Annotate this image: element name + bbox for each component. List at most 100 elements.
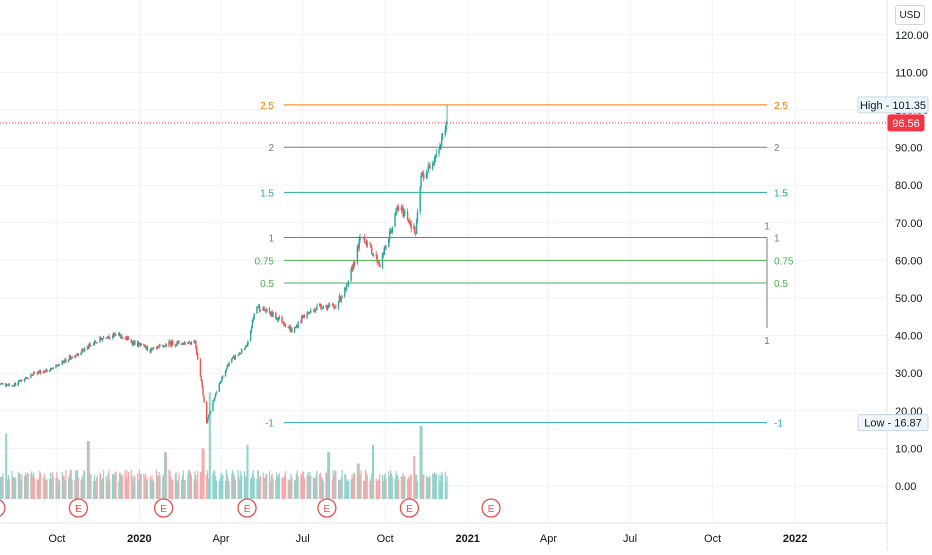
candle-body bbox=[131, 339, 132, 342]
candle-body bbox=[71, 358, 72, 359]
candle-body bbox=[300, 322, 301, 323]
candle-body bbox=[384, 247, 385, 254]
volume-bar bbox=[291, 477, 292, 499]
volume-bar bbox=[9, 478, 10, 499]
candle-body bbox=[392, 227, 393, 232]
candle-body bbox=[250, 331, 251, 341]
candle-body bbox=[184, 342, 185, 344]
candle-body bbox=[175, 345, 176, 346]
high-label: High - 101.35 bbox=[860, 100, 926, 112]
candle-body bbox=[438, 150, 439, 154]
fib-level-label-left: -1 bbox=[265, 419, 274, 430]
volume-bar bbox=[285, 471, 286, 499]
candle-body bbox=[159, 346, 160, 347]
candle-body bbox=[34, 372, 35, 373]
candle-body bbox=[404, 212, 405, 213]
candle-body bbox=[225, 371, 226, 377]
candle-body bbox=[201, 381, 202, 387]
volume-bar bbox=[216, 481, 217, 499]
candle-body bbox=[441, 138, 442, 145]
candle-body bbox=[49, 370, 50, 371]
volume-tick-label: 0.00 bbox=[895, 481, 916, 493]
earnings-icon-label: E bbox=[160, 504, 167, 515]
x-tick-label: 2021 bbox=[455, 533, 479, 545]
volume-bar bbox=[46, 480, 47, 499]
volume-bar bbox=[316, 470, 317, 499]
volume-bar bbox=[335, 471, 336, 499]
candle-body bbox=[191, 342, 192, 344]
y-tick-label: 110.00 bbox=[895, 67, 928, 79]
candle-body bbox=[147, 347, 148, 350]
volume-bar bbox=[385, 479, 386, 499]
y-tick-label: 40.00 bbox=[895, 331, 923, 343]
candle-body bbox=[285, 325, 286, 326]
x-tick-label: Oct bbox=[48, 533, 65, 545]
candle-body bbox=[373, 254, 374, 255]
candle-body bbox=[80, 353, 81, 355]
candle-body bbox=[442, 135, 443, 138]
volume-bar bbox=[115, 472, 116, 499]
candle-body bbox=[207, 419, 208, 423]
volume-bar bbox=[84, 471, 85, 499]
volume-bar bbox=[272, 479, 273, 499]
candle-body bbox=[112, 337, 113, 338]
candle-body bbox=[420, 177, 421, 188]
candle-body bbox=[209, 414, 210, 415]
candle-body bbox=[414, 227, 415, 234]
candle-body bbox=[212, 401, 213, 411]
y-tick-label: 80.00 bbox=[895, 180, 923, 192]
candle-body bbox=[228, 362, 229, 366]
candle-body bbox=[9, 384, 10, 385]
candle-body bbox=[139, 343, 140, 344]
y-tick-label: 60.00 bbox=[895, 255, 923, 267]
candle-body bbox=[201, 376, 202, 380]
candle-body bbox=[327, 306, 328, 309]
volume-bar bbox=[72, 480, 73, 499]
volume-bar bbox=[65, 470, 66, 499]
candle-body bbox=[328, 306, 329, 307]
candle-body bbox=[213, 400, 214, 401]
fib-level-label-right: 0.5 bbox=[774, 279, 788, 290]
fib-level-label-left: 1.5 bbox=[260, 188, 274, 199]
volume-bar bbox=[166, 452, 167, 499]
candle-body bbox=[56, 365, 57, 366]
volume-bar bbox=[191, 475, 192, 499]
candle-body bbox=[15, 383, 16, 385]
candle-body bbox=[281, 317, 282, 322]
volume-bar bbox=[304, 478, 305, 499]
candle-body bbox=[216, 392, 217, 394]
candle-body bbox=[215, 394, 216, 398]
candle-body bbox=[370, 244, 371, 247]
volume-bar bbox=[97, 475, 98, 499]
candle-body bbox=[294, 328, 295, 332]
x-tick-label: Oct bbox=[377, 533, 394, 545]
candle-body bbox=[376, 256, 377, 263]
candle-body bbox=[246, 345, 247, 347]
volume-bar bbox=[203, 449, 204, 500]
volume-bar bbox=[159, 475, 160, 499]
candle-body bbox=[346, 285, 347, 289]
candle-body bbox=[344, 288, 345, 296]
x-tick-label: Jul bbox=[296, 533, 310, 545]
candle-body bbox=[279, 317, 280, 319]
candle-body bbox=[291, 328, 292, 332]
currency-label[interactable]: USD bbox=[895, 5, 925, 25]
candle-body bbox=[309, 312, 310, 313]
candle-body bbox=[297, 322, 298, 328]
candle-body bbox=[434, 158, 435, 162]
volume-bar bbox=[109, 479, 110, 499]
volume-bar bbox=[411, 475, 412, 499]
candle-body bbox=[417, 212, 418, 221]
candle-body bbox=[409, 221, 410, 222]
candle-body bbox=[358, 240, 359, 249]
x-tick-label: 2020 bbox=[127, 533, 151, 545]
candle-body bbox=[245, 346, 246, 347]
candle-body bbox=[84, 349, 85, 351]
candle-body bbox=[78, 354, 79, 355]
volume-bar bbox=[398, 479, 399, 499]
candle-body bbox=[251, 327, 252, 331]
volume-bar bbox=[178, 473, 179, 499]
candle-body bbox=[332, 304, 333, 305]
candle-body bbox=[208, 415, 209, 418]
candle-body bbox=[240, 353, 241, 354]
